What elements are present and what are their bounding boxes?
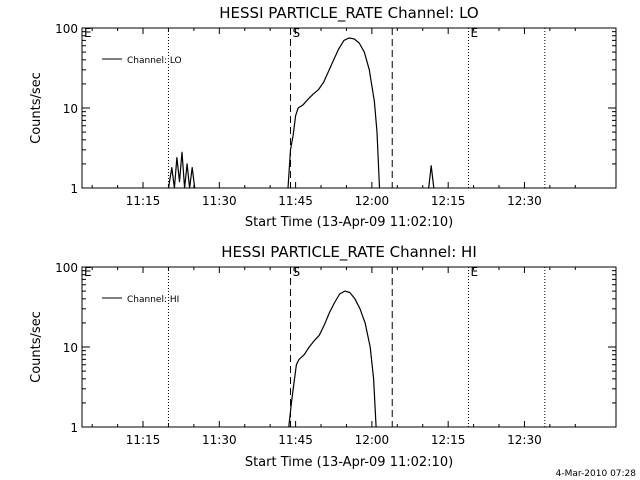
series-line [287,37,381,189]
plot-frame [81,27,617,189]
marker-label-e: E [84,26,92,40]
footer-timestamp: 4-Mar-2010 07:28 [556,469,637,479]
y-tick-label: 10 [63,102,78,116]
legend-label: Channel: HI [127,295,179,305]
x-axis-label: Start Time (13-Apr-09 11:02:10) [245,215,453,230]
chart-title: HESSI PARTICLE_RATE Channel: HI [221,243,477,262]
x-tick-label: 12:30 [507,433,542,447]
x-tick-label: 11:15 [126,433,161,447]
y-axis-label: Counts/sec [29,311,44,383]
x-tick-label: 12:00 [355,433,390,447]
marker-label-e: E [471,265,479,279]
chart-title: HESSI PARTICLE_RATE Channel: LO [219,4,478,23]
series-line [167,151,196,189]
marker-label-e: E [471,26,479,40]
y-tick-label: 10 [63,341,78,355]
marker-label-s: S [293,265,301,279]
x-axis-label: Start Time (13-Apr-09 11:02:10) [245,455,453,470]
x-tick-label: 11:15 [126,194,161,208]
x-tick-label: 11:30 [202,194,237,208]
x-tick-label: 11:30 [202,433,237,447]
x-tick-label: 12:30 [507,194,542,208]
x-tick-label: 12:15 [431,194,466,208]
x-tick-label: 11:45 [278,194,313,208]
marker-label-s: S [293,26,301,40]
y-tick-label: 1 [70,182,78,196]
series-line [288,290,377,428]
plot-frame [81,266,617,428]
y-axis-label: Counts/sec [29,72,44,144]
x-tick-label: 12:15 [431,433,466,447]
x-tick-label: 11:45 [278,433,313,447]
y-tick-label: 100 [55,261,78,275]
y-tick-label: 1 [70,421,78,435]
marker-label-e: E [84,265,92,279]
series-line [428,165,435,189]
y-tick-label: 100 [55,22,78,36]
x-tick-label: 12:00 [355,194,390,208]
legend-label: Channel: LO [127,56,182,66]
